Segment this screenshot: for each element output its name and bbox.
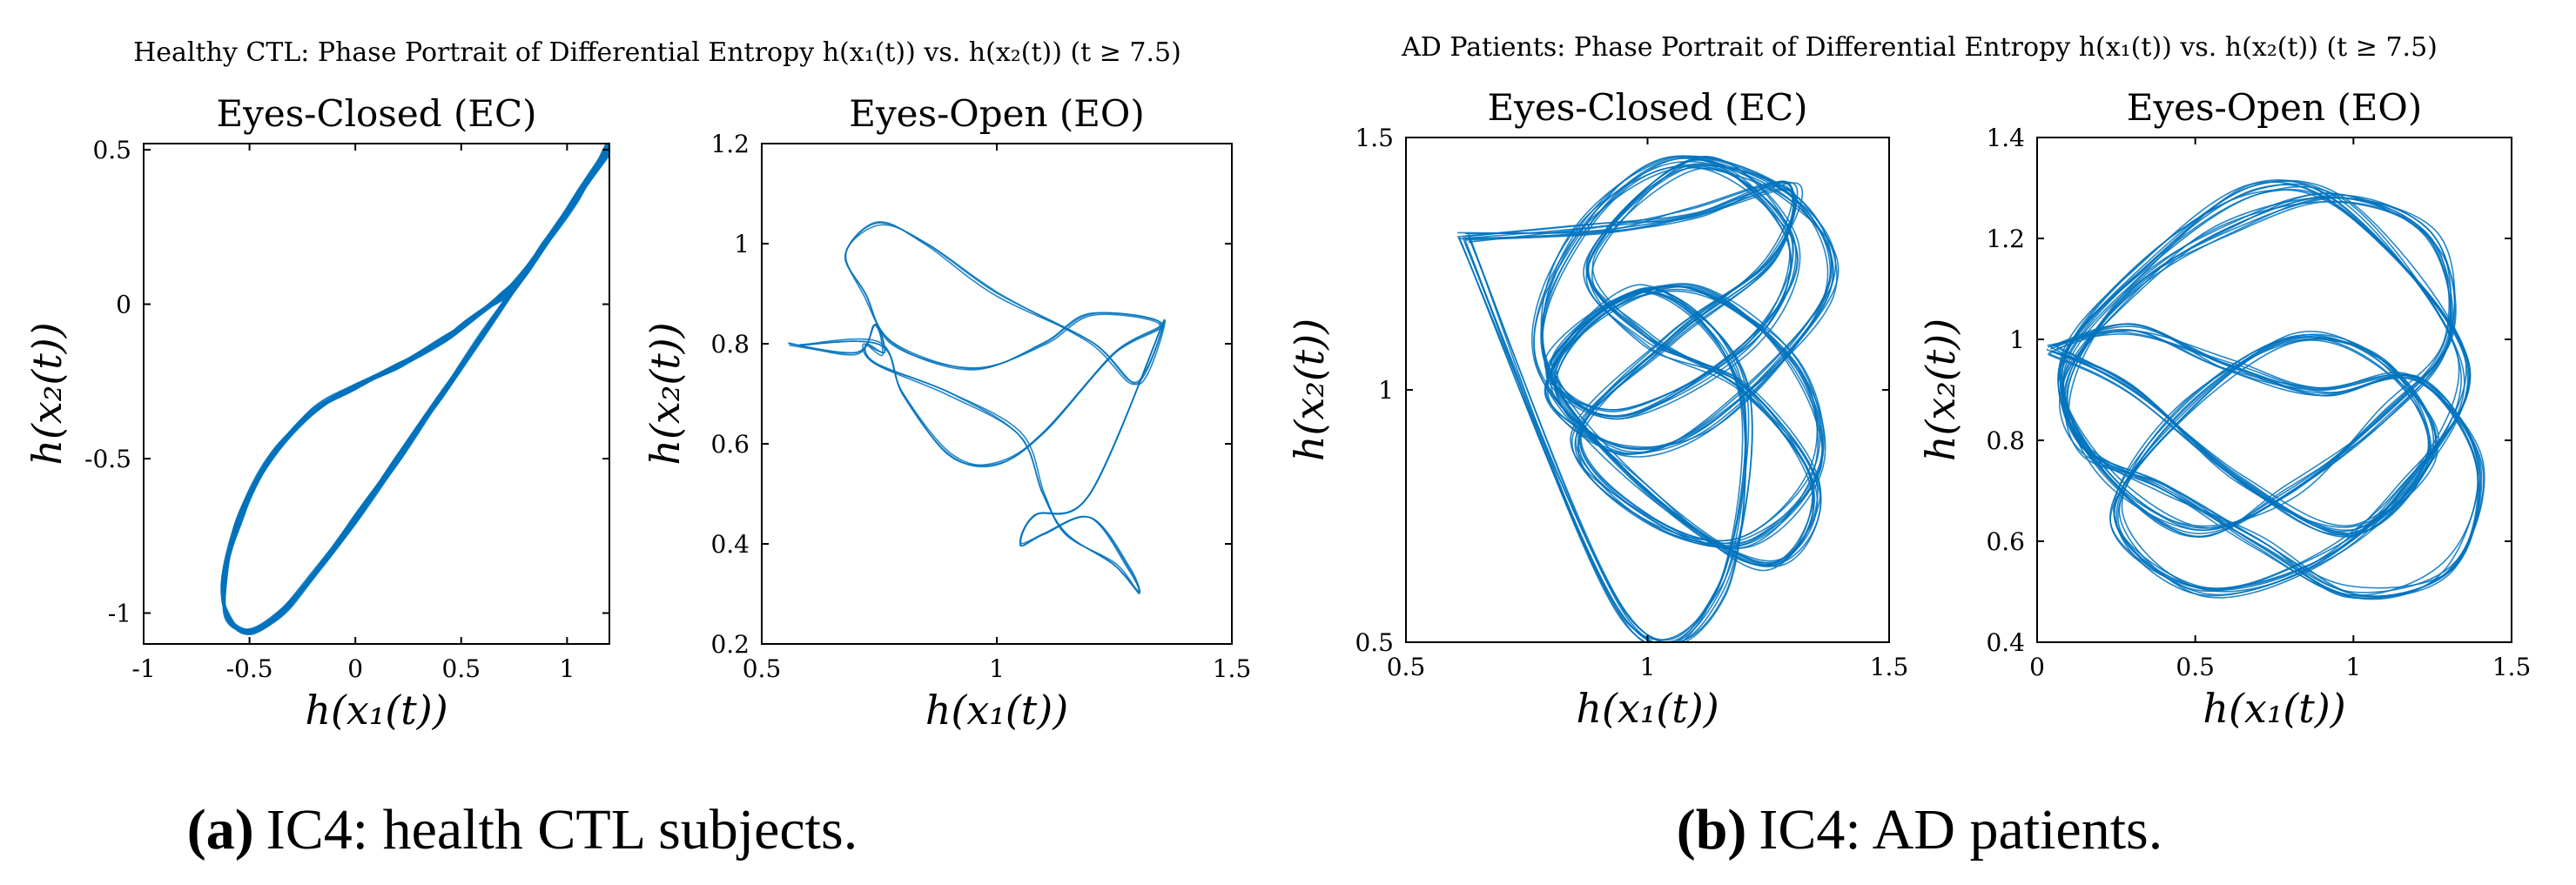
y-tick-label: -1 [108, 600, 131, 628]
x-tick-label: 0.5 [442, 654, 481, 683]
caption-a-text: IC4: health CTL subjects. [266, 798, 858, 862]
y-tick-label: 0.4 [710, 530, 750, 559]
trajectory-line [224, 144, 609, 631]
x-tick-label: -1 [131, 654, 155, 683]
trajectory-line [2048, 189, 2479, 600]
trajectory-line [223, 144, 609, 634]
trajectory-line [2047, 181, 2479, 598]
trajectory-line [1458, 155, 1829, 642]
y-axis-label: h(x₂(t)) [1286, 318, 1333, 461]
trajectory-line [1464, 156, 1838, 641]
x-tick-label: 0.5 [2176, 653, 2215, 681]
y-tick-label: 0.2 [710, 630, 750, 659]
axes-frame [1405, 137, 1890, 643]
trajectory-line [222, 144, 609, 634]
y-tick-label: 1.4 [1986, 124, 2025, 152]
x-tick-label: 1.5 [2492, 653, 2532, 681]
suptitle-ad: AD Patients: Phase Portrait of Different… [1401, 32, 2438, 63]
y-axis-label: h(x₂(t)) [1917, 318, 1964, 461]
x-tick-label: 1.5 [1213, 654, 1252, 683]
x-tick-label: 1 [989, 654, 1005, 683]
x-axis-label: h(x₁(t)) [305, 687, 447, 734]
plot-area [788, 221, 1166, 595]
panel-3: 0.5 1 1.5 0.5 1 1.5 Eyes-Closed (EC) h(x₁(t)) h(… [1286, 86, 1908, 732]
trajectory-line [222, 144, 609, 634]
y-tick-label: 1 [734, 230, 750, 258]
suptitle-healthy: Healthy CTL: Phase Portrait of Different… [133, 37, 1181, 68]
y-axis-label: h(x₂(t)) [642, 322, 689, 465]
y-tick-label: 1 [2009, 325, 2025, 354]
plot-area [2046, 179, 2485, 600]
axes-frame [761, 143, 1233, 645]
axes-frame [143, 143, 610, 645]
y-tick-label: -0.5 [84, 445, 131, 473]
x-tick-label: 1 [559, 654, 575, 683]
x-tick-label: 1 [1640, 653, 1656, 681]
trajectory-line [223, 144, 609, 634]
trajectory-line [788, 222, 1166, 595]
x-tick-label: 0.5 [743, 654, 782, 683]
caption-a: (a) IC4: health CTL subjects. [187, 798, 858, 862]
plot-area [220, 144, 609, 635]
panel-title: Eyes-Closed (EC) [1487, 86, 1807, 129]
plot-area [1457, 155, 1840, 642]
y-tick-label: 1 [1378, 376, 1394, 405]
trajectory-line [220, 144, 609, 635]
trajectory-line [222, 144, 609, 634]
y-tick-label: 0 [116, 291, 131, 319]
x-tick-label: 0 [347, 654, 363, 683]
trajectory-line [788, 221, 1166, 593]
trajectory-line [222, 144, 609, 633]
y-tick-label: 0.6 [710, 430, 750, 459]
trajectory-line [220, 144, 609, 631]
trajectory-line [221, 144, 609, 635]
axes-frame [2036, 137, 2512, 643]
panel-title: Eyes-Open (EO) [849, 92, 1144, 135]
caption-a-label: (a) [187, 798, 254, 862]
trajectory-line [224, 144, 609, 635]
x-tick-label: 0 [2029, 653, 2045, 681]
trajectory-line [1461, 156, 1834, 641]
caption-b-text: IC4: AD patients. [1759, 798, 2162, 862]
x-axis-label: h(x₁(t)) [925, 687, 1068, 734]
x-tick-label: -0.5 [226, 654, 273, 683]
caption-b-label: (b) [1677, 798, 1747, 862]
y-tick-label: 0.8 [1986, 426, 2025, 455]
y-tick-label: 0.8 [710, 330, 750, 359]
trajectory-line [221, 144, 609, 634]
y-tick-label: 1.5 [1355, 124, 1394, 152]
caption-b: (b) IC4: AD patients. [1677, 798, 2162, 862]
x-tick-label: 1 [2345, 653, 2361, 681]
trajectory-line [220, 144, 609, 634]
y-tick-label: 0.6 [1986, 527, 2025, 556]
y-tick-label: 0.5 [1355, 628, 1394, 657]
x-axis-label: h(x₁(t)) [1576, 685, 1718, 732]
panel-1: -1 -0.5 0 0.5 1 -1 -0.5 0 0.5 Eyes-Closed (EC) h(x… [24, 92, 610, 734]
x-tick-label: 1.5 [1870, 653, 1909, 681]
trajectory-line [1458, 155, 1834, 642]
panel-2: 0.5 1 1.5 0.2 0.4 0.6 0.8 1 1.2 Eyes-Open (EO) h(x… [642, 92, 1251, 734]
panel-title: Eyes-Open (EO) [2127, 86, 2422, 129]
x-axis-label: h(x₁(t)) [2203, 685, 2345, 732]
trajectory-line [222, 144, 609, 631]
panel-4: 0 0.5 1 1.5 0.4 0.6 0.8 1 1.2 1.4 Eyes-Open (EO) h(… [1917, 86, 2531, 732]
y-axis-label: h(x₂(t)) [24, 322, 71, 465]
x-tick-label: 0.5 [1387, 653, 1426, 681]
y-tick-label: 0.4 [1986, 628, 2025, 657]
y-tick-label: 1.2 [710, 130, 750, 158]
panel-title: Eyes-Closed (EC) [216, 92, 536, 135]
y-tick-label: 0.5 [92, 136, 131, 164]
y-tick-label: 1.2 [1986, 225, 2025, 253]
trajectory-line [2047, 179, 2485, 593]
